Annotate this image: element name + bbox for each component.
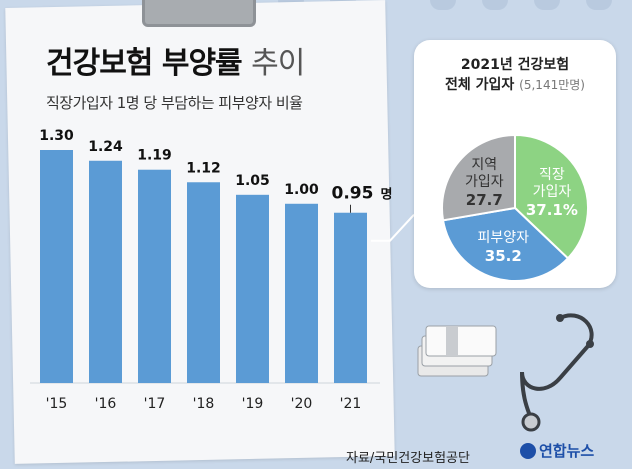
bar-value-label: 0.95 (332, 184, 374, 204)
x-tick-label: '20 (291, 396, 313, 412)
bar-value-label: 1.12 (186, 160, 221, 176)
pie-title-text: 전체 가입자 (445, 77, 515, 93)
x-tick-label: '16 (95, 396, 117, 412)
pie-slice-value: 27.7 (466, 191, 503, 209)
bar (285, 203, 318, 383)
source-note: 자료/국민건강보험공단 (346, 451, 470, 466)
bar (138, 169, 171, 383)
pie-slice-label: 가입자 (533, 184, 572, 200)
pie-slice (514, 133, 589, 260)
bar (89, 160, 122, 383)
bar-value-label: 1.24 (88, 139, 123, 155)
pie-slice-value: 35.2 (485, 247, 522, 265)
title-main: 건강보험 부양률 (46, 46, 243, 81)
pie-slice (441, 206, 570, 282)
pie-slice (441, 133, 516, 222)
logo-icon (520, 443, 536, 459)
x-tick-label: '18 (193, 396, 215, 412)
title-light: 추이 (251, 46, 305, 81)
bar-value-label: 1.00 (284, 182, 319, 198)
pie-title-line1: 2021년 건강보험 (460, 57, 570, 73)
x-tick-label: '17 (144, 396, 166, 412)
stethoscope-icon (417, 313, 594, 432)
pie-slice-value: 37.1% (526, 201, 578, 219)
pie-slice-label: 가입자 (465, 174, 504, 190)
bar (40, 150, 73, 383)
clipboard-clip (142, 0, 256, 27)
page-subtitle: 직장가입자 1명 당 부담하는 피부양자 비율 (46, 94, 303, 112)
logo-text: 연합뉴스 (539, 442, 595, 460)
bar-value-label: 1.19 (137, 148, 172, 164)
bar (334, 212, 367, 383)
connector-line (371, 214, 415, 242)
pie-title-line2: 전체 가입자 (5,141만명) (414, 74, 616, 94)
pie-slice-label: 피부양자 (478, 230, 530, 246)
bar-value-label: 1.05 (235, 173, 270, 189)
pie-slice-label: 지역 (471, 157, 497, 173)
x-tick-label: '19 (242, 396, 264, 412)
bar (236, 194, 269, 383)
bar (187, 182, 220, 383)
x-tick-label: '21 (340, 396, 362, 412)
pie-title-note: (5,141만명) (519, 78, 585, 92)
decor-tab (534, 0, 560, 10)
decor-tab (482, 0, 508, 10)
money-stack-icon (417, 325, 497, 377)
x-tick-label: '15 (46, 396, 68, 412)
decor-tab (430, 0, 456, 10)
bar-value-label: 1.30 (39, 128, 74, 144)
pie-slice-label: 직장 (539, 167, 565, 183)
brand-logo: 연합뉴스 (520, 440, 594, 461)
page-title: 건강보험 부양률 추이 (46, 38, 305, 82)
decor-tab (586, 0, 612, 10)
bar-value-unit: 명 (381, 187, 393, 203)
